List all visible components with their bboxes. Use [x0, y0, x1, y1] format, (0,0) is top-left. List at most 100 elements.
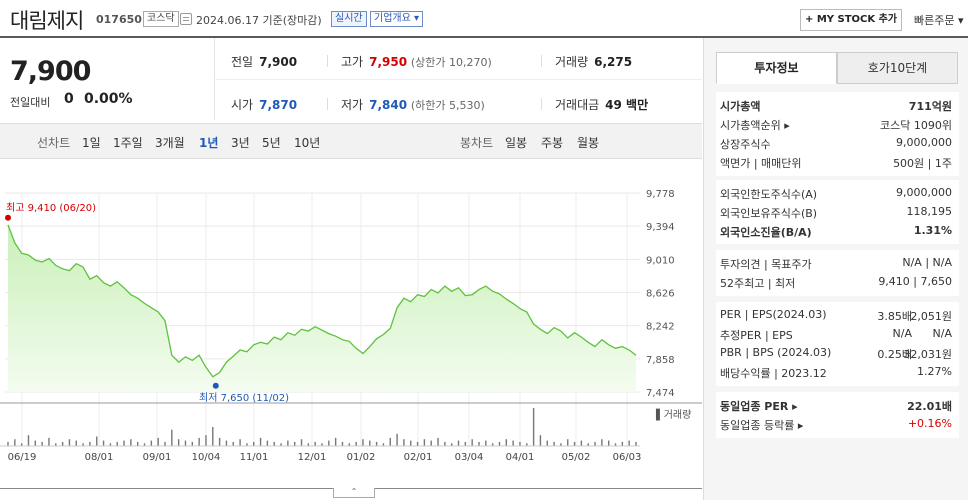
volume-bar	[457, 440, 460, 446]
info-row: 상장주식수 9,000,000	[720, 136, 952, 154]
volume-bar	[519, 441, 521, 446]
info-row: 외국인한도주식수(A) 9,000,000	[720, 186, 952, 204]
period-3y[interactable]: 3년	[231, 136, 250, 150]
info-label[interactable]: 동일업종 등락률 ▸	[720, 419, 804, 432]
volume-bar	[96, 436, 98, 446]
x-tick-label: 09/01	[143, 452, 172, 463]
x-tick-label: 01/02	[347, 452, 376, 463]
volume-bar	[498, 441, 501, 446]
info-value-a: 3.85배	[877, 310, 912, 323]
tab-investment-info[interactable]: 투자정보	[716, 52, 837, 84]
company-overview-button[interactable]: 기업개요 ▾	[370, 11, 423, 27]
volume-bar	[573, 441, 576, 446]
info-value-a: 0.25배	[877, 348, 912, 361]
volume-bar	[396, 433, 398, 446]
candle-daily[interactable]: 일봉	[505, 136, 528, 150]
volume-bar	[532, 408, 535, 446]
volume-bar	[280, 443, 282, 446]
info-value: 500원 | 1주	[893, 157, 952, 170]
info-label[interactable]: 동일업종 PER ▸	[720, 400, 798, 413]
volume-bar	[136, 441, 139, 446]
period-5y[interactable]: 5년	[262, 136, 281, 150]
x-tick-label: 12/01	[298, 452, 327, 463]
fast-order-button[interactable]: 빠른주문 ▾	[914, 14, 964, 27]
volume-bar	[253, 441, 255, 446]
volume-bar	[177, 439, 180, 446]
info-row: 시가총액 711억원	[720, 98, 952, 116]
info-label: 액면가 | 매매단위	[720, 157, 802, 170]
volume-bar	[505, 439, 508, 446]
volume-bar	[478, 441, 480, 446]
period-1d[interactable]: 1일	[82, 136, 101, 150]
volume-bar	[184, 440, 187, 446]
y-tick-label: 9,778	[646, 189, 675, 200]
volume-bar	[82, 443, 84, 446]
info-label: 외국인한도주식수(A)	[720, 188, 818, 201]
info-row: PER | EPS(2024.03) 3.85배 2,051원	[720, 308, 952, 326]
low-marker	[212, 382, 219, 389]
volume-bar	[553, 441, 555, 446]
info-value: 2,051원	[910, 310, 952, 323]
volume-bar	[382, 443, 385, 446]
x-tick-label: 03/04	[455, 452, 484, 463]
info-row: 투자의견 | 목표주가 N/A | N/A	[720, 256, 952, 274]
candle-weekly[interactable]: 주봉	[541, 136, 564, 150]
x-tick-label: 06/19	[8, 452, 37, 463]
volume-bar	[471, 439, 473, 446]
period-1w[interactable]: 1주일	[113, 136, 143, 150]
price-chart[interactable]: 9,778 9,394 9,010 8,626 8,242 7,858 7,474 06/19…	[0, 160, 702, 492]
divider	[541, 98, 542, 110]
volume-bar	[27, 435, 30, 446]
calendar-icon	[180, 13, 192, 25]
info-row: 52주최고 | 최저 9,410 | 7,650	[720, 275, 952, 293]
info-value: 9,410 | 7,650	[878, 275, 952, 288]
volume-bar	[259, 437, 262, 446]
volume-bar	[560, 443, 562, 446]
volume-bar	[607, 440, 610, 446]
volume-bar	[75, 440, 77, 446]
volume-bar	[512, 440, 514, 446]
volume-bar	[601, 439, 603, 446]
change-label: 전일대비	[10, 96, 51, 109]
x-tick-label: 11/01	[240, 452, 269, 463]
prev-close: 전일 7,900	[231, 55, 298, 69]
volume-bar	[369, 440, 371, 446]
x-tick-label: 04/01	[506, 452, 535, 463]
volume-bar	[143, 443, 146, 446]
high-label: 최고 9,410 (06/20)	[6, 202, 96, 214]
volume-bar	[321, 443, 323, 446]
volume-bar	[314, 441, 316, 446]
realtime-button[interactable]: 실시간	[331, 11, 367, 27]
high-marker	[5, 214, 11, 221]
volume-bar	[389, 437, 391, 446]
volume-bar	[130, 439, 132, 446]
divider	[541, 55, 542, 67]
period-1y[interactable]: 1년	[199, 136, 219, 150]
period-10y[interactable]: 10년	[294, 136, 321, 150]
info-group: 시가총액 711억원 시가총액순위 ▸ 코스닥 1090위 상장주식수 9,000,000…	[716, 92, 959, 176]
period-3m[interactable]: 3개월	[155, 136, 185, 150]
volume-bar	[273, 441, 275, 446]
candle-monthly[interactable]: 월봉	[577, 136, 600, 150]
volume-bar	[628, 440, 630, 446]
tab-orderbook[interactable]: 호가10단계	[837, 52, 958, 84]
volume-bar	[61, 441, 64, 446]
info-value: 9,000,000	[896, 136, 952, 149]
volume-bar	[102, 440, 105, 446]
stock-code: 017650	[96, 13, 142, 26]
volume-bar	[48, 437, 50, 446]
info-label[interactable]: 시가총액순위 ▸	[720, 119, 790, 132]
add-mystock-button[interactable]: + MY STOCK 추가	[800, 9, 902, 31]
volume-bar	[450, 443, 453, 446]
volume-bar	[7, 441, 9, 446]
volume-bar	[375, 441, 378, 446]
volume-bar	[41, 441, 43, 446]
divider	[327, 98, 328, 110]
volume-bar	[567, 439, 569, 446]
info-value: 118,195	[906, 205, 953, 218]
x-tick-label: 05/02	[562, 452, 591, 463]
volume-bar	[246, 443, 248, 446]
volume-bar	[635, 441, 637, 446]
collapse-chart-button[interactable]: ⌃	[333, 488, 375, 498]
info-value: 1.31%	[913, 224, 952, 237]
